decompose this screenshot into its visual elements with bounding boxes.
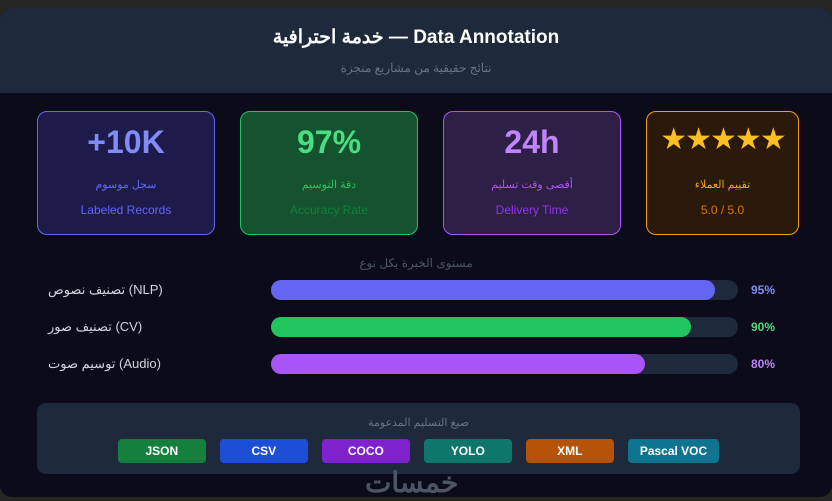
page-title: خدمة احترافية — Data Annotation xyxy=(272,27,560,48)
skill-row: تصنيف صور (CV) 90% xyxy=(0,317,832,337)
skill-label: تصنيف صور (CV) xyxy=(48,319,143,334)
stat-value: +10K xyxy=(87,124,165,160)
skill-percent: 95% xyxy=(751,283,776,297)
formats-panel: صيغ التسليم المدعومة JSON CSV COCO YOLO XML P… xyxy=(37,403,800,474)
watermark-logo: خمسات xyxy=(365,467,459,497)
stat-label-ar: دقة التوسيم xyxy=(301,179,357,191)
formats-title: صيغ التسليم المدعومة xyxy=(367,417,470,429)
skill-label: توسيم صوت (Audio) xyxy=(48,356,161,371)
format-badge: JSON xyxy=(117,439,206,463)
progress-track xyxy=(271,354,738,374)
page-subtitle: نتائج حقيقية من مشاريع منجزة xyxy=(340,61,492,75)
stat-label-en: Labeled Records xyxy=(80,203,172,217)
format-badge: COCO xyxy=(321,439,410,463)
stat-value: 97% xyxy=(296,124,362,160)
stat-value: 24h xyxy=(504,124,560,160)
progress-fill xyxy=(271,317,692,337)
progress-track xyxy=(271,317,738,337)
stat-label-en: 5.0 / 5.0 xyxy=(700,203,745,217)
stat-card: +10K سجل موسوم Labeled Records xyxy=(37,111,215,235)
stat-label-ar: أقصى وقت تسليم xyxy=(491,179,573,191)
skill-percent: 80% xyxy=(751,357,776,371)
stat-label-ar: سجل موسوم xyxy=(95,179,157,191)
progress-fill xyxy=(271,280,715,300)
format-badge: YOLO xyxy=(423,439,512,463)
skill-percent: 90% xyxy=(751,320,776,334)
stat-card: 97% دقة التوسيم Accuracy Rate xyxy=(240,111,418,235)
format-badge: Pascal VOC xyxy=(627,439,720,463)
stat-card: 24h أقصى وقت تسليم Delivery Time xyxy=(443,111,621,235)
stat-label-en: Delivery Time xyxy=(495,203,569,217)
stat-card: ★★★★★ تقييم العملاء 5.0 / 5.0 xyxy=(646,111,799,235)
infographic-card: خدمة احترافية — Data Annotation نتائج حق… xyxy=(0,8,832,497)
skill-row: تصنيف نصوص (NLP) 95% xyxy=(0,280,832,300)
stat-label-en: Accuracy Rate xyxy=(289,203,369,217)
header: خدمة احترافية — Data Annotation نتائج حق… xyxy=(0,8,832,93)
progress-fill xyxy=(271,354,645,374)
skills-title: مستوى الخبرة بكل نوع xyxy=(359,256,473,270)
skill-label: تصنيف نصوص (NLP) xyxy=(48,282,163,297)
format-badge: CSV xyxy=(219,439,308,463)
format-badge: XML xyxy=(525,439,614,463)
skill-row: توسيم صوت (Audio) 80% xyxy=(0,354,832,374)
progress-track xyxy=(271,280,738,300)
rating-stars-icon: ★★★★★ xyxy=(660,123,786,156)
stat-label-ar: تقييم العملاء xyxy=(694,179,751,191)
